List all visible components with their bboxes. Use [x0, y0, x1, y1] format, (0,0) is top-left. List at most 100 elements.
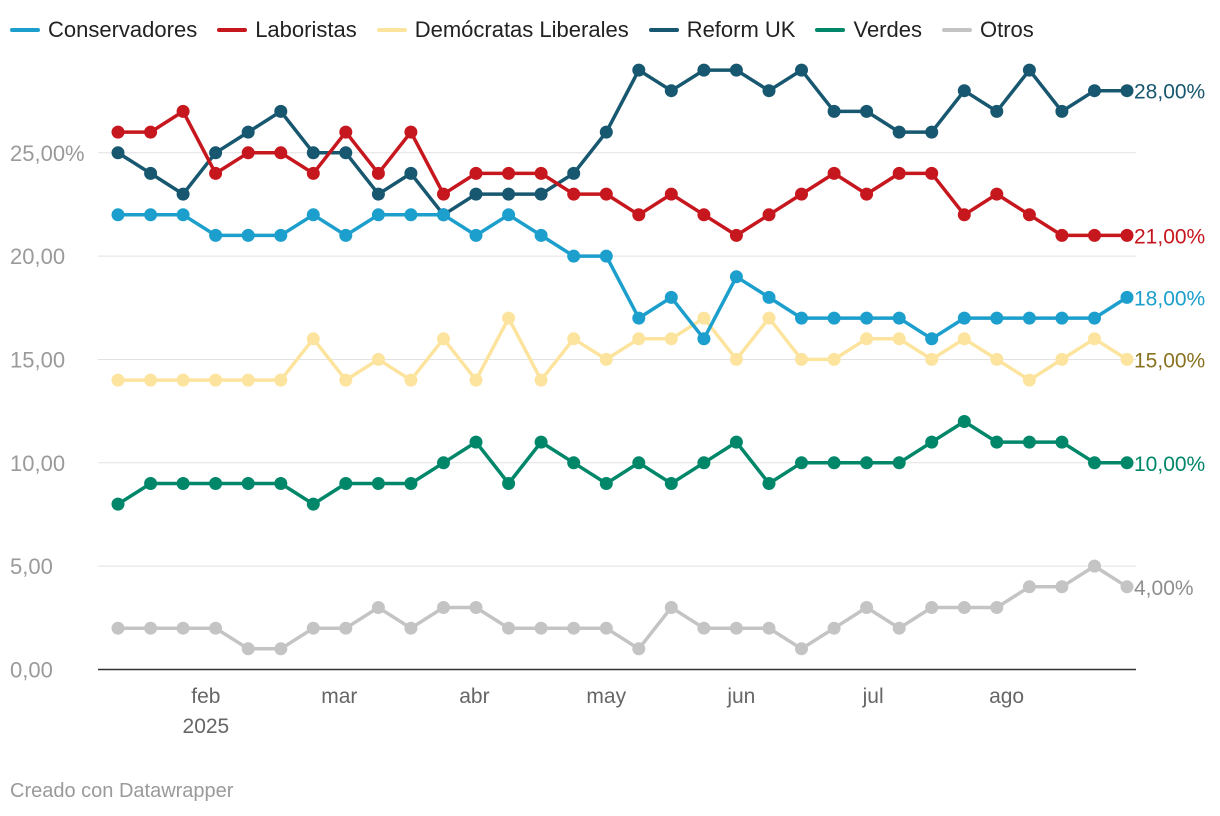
data-point — [404, 621, 418, 635]
data-point — [1055, 104, 1069, 118]
data-point — [795, 352, 808, 366]
data-point — [795, 642, 808, 656]
legend-swatch — [217, 28, 248, 32]
data-point — [111, 146, 125, 160]
data-point — [892, 166, 906, 180]
data-point — [729, 228, 743, 242]
data-point — [339, 125, 353, 139]
data-point — [371, 166, 385, 180]
data-point — [274, 477, 288, 490]
data-point — [925, 352, 939, 366]
legend-swatch — [648, 28, 679, 32]
data-point — [502, 166, 516, 180]
data-point — [111, 497, 125, 511]
data-point — [274, 146, 288, 160]
data-point — [339, 373, 353, 387]
end-label: 15,00% — [1134, 349, 1205, 372]
data-point — [306, 208, 320, 222]
series-otros — [111, 559, 1134, 656]
legend-label: Conservadores — [48, 17, 198, 42]
y-tick-label: 20,00 — [10, 244, 65, 269]
data-point — [111, 621, 125, 635]
data-point — [729, 435, 743, 449]
data-point — [762, 290, 776, 304]
data-point — [371, 477, 385, 490]
data-point — [599, 249, 613, 263]
data-point — [567, 621, 581, 635]
data-point — [827, 621, 841, 635]
legend-item: Verdes — [815, 17, 922, 43]
data-point — [729, 63, 743, 77]
data-point — [241, 477, 255, 490]
data-point — [1088, 311, 1101, 325]
data-point — [729, 621, 743, 635]
series-line — [116, 564, 1129, 651]
data-point — [567, 332, 581, 346]
x-tick-label: may — [586, 685, 626, 708]
data-point — [762, 311, 776, 325]
series-laboristas — [111, 104, 1134, 242]
series-conservadores — [111, 208, 1134, 346]
data-point — [925, 125, 939, 139]
data-point — [762, 84, 776, 98]
data-point — [827, 352, 841, 366]
x-tick-label: ago — [989, 685, 1024, 708]
data-point — [502, 621, 516, 635]
data-point — [339, 228, 353, 242]
data-point — [534, 166, 548, 180]
data-point — [371, 601, 385, 614]
data-point — [404, 477, 418, 490]
x-tick-label: feb — [191, 685, 220, 708]
data-point — [860, 332, 874, 346]
data-point — [111, 125, 125, 139]
data-point — [567, 456, 581, 470]
end-label: 18,00% — [1134, 287, 1205, 310]
data-point — [404, 166, 418, 180]
data-point — [469, 373, 483, 387]
end-labels: 18,00% 21,00% 15,00% 28,00% 10,00% 4,00% — [1134, 81, 1205, 600]
data-point — [404, 208, 418, 222]
data-point — [795, 63, 808, 77]
legend-item: Otros — [941, 17, 1034, 43]
legend-label: Demócratas Liberales — [414, 17, 629, 42]
data-point — [762, 621, 776, 635]
data-point — [306, 166, 320, 180]
data-point — [1120, 84, 1134, 98]
data-point — [990, 352, 1004, 366]
data-point — [209, 146, 223, 160]
legend-item: Conservadores — [10, 17, 197, 43]
data-point — [1120, 580, 1134, 594]
legend-swatch — [815, 28, 846, 32]
data-point — [176, 104, 190, 118]
data-point — [762, 477, 776, 490]
data-point — [274, 228, 288, 242]
data-point — [664, 84, 678, 98]
data-point — [534, 228, 548, 242]
data-point — [469, 187, 483, 201]
data-point — [632, 456, 646, 470]
data-point — [306, 146, 320, 160]
data-point — [957, 311, 971, 325]
data-point — [502, 477, 516, 490]
data-point — [1088, 84, 1101, 98]
end-label: 4,00% — [1134, 577, 1194, 600]
data-point — [632, 642, 646, 656]
data-point — [1022, 311, 1036, 325]
data-point — [209, 166, 223, 180]
data-point — [664, 187, 678, 201]
data-point — [664, 477, 678, 490]
x-tick-label: mar — [321, 685, 357, 708]
data-point — [437, 208, 450, 222]
data-point — [1022, 208, 1036, 222]
data-point — [990, 187, 1004, 201]
data-point — [697, 208, 711, 222]
data-point — [925, 435, 939, 449]
data-point — [534, 373, 548, 387]
data-point — [599, 187, 613, 201]
data-point — [1088, 456, 1101, 470]
data-point — [860, 456, 874, 470]
data-point — [274, 104, 288, 118]
series-line — [116, 213, 1129, 341]
data-point — [209, 621, 223, 635]
